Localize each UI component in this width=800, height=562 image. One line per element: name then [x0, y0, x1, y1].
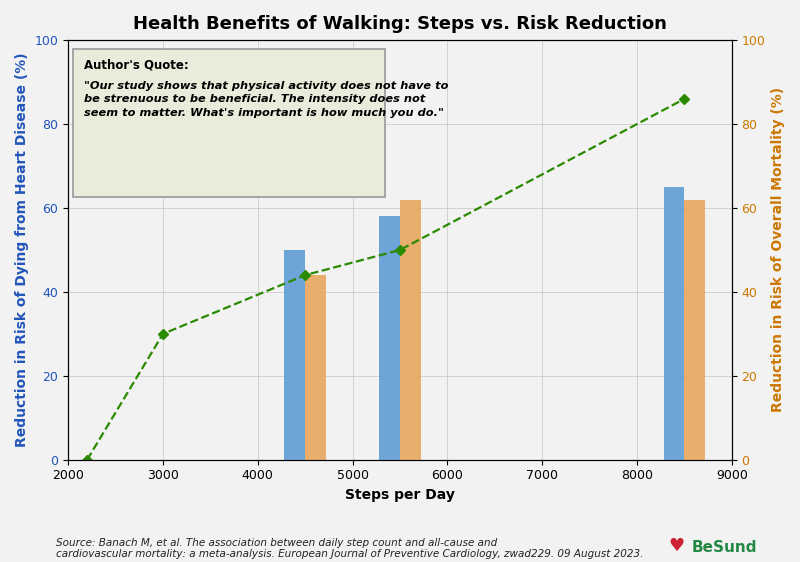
Y-axis label: Reduction in Risk of Overall Mortality (%): Reduction in Risk of Overall Mortality (… — [771, 87, 785, 413]
FancyBboxPatch shape — [73, 48, 385, 197]
Text: "Our study shows that physical activity does not have to
be strenuous to be bene: "Our study shows that physical activity … — [84, 81, 449, 118]
Bar — [685, 200, 706, 460]
Bar — [400, 200, 421, 460]
Y-axis label: Reduction in Risk of Dying from Heart Disease (%): Reduction in Risk of Dying from Heart Di… — [15, 53, 29, 447]
Text: Author's Quote:: Author's Quote: — [84, 58, 189, 71]
Bar — [284, 250, 305, 460]
Title: Health Benefits of Walking: Steps vs. Risk Reduction: Health Benefits of Walking: Steps vs. Ri… — [133, 15, 667, 33]
Bar — [663, 187, 685, 460]
Text: BeSund: BeSund — [692, 540, 758, 555]
Text: Source: Banach M, et al. The association between daily step count and all-cause : Source: Banach M, et al. The association… — [56, 538, 643, 559]
X-axis label: Steps per Day: Steps per Day — [345, 488, 455, 502]
Text: ♥: ♥ — [668, 537, 684, 555]
Bar — [305, 275, 326, 460]
Bar — [379, 216, 400, 460]
